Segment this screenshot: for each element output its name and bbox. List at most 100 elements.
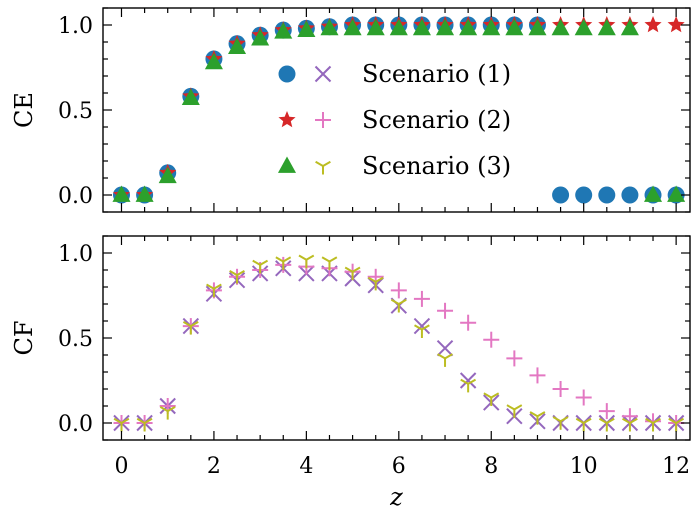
ce-point <box>436 18 455 36</box>
ce-point <box>251 29 270 46</box>
cf-point <box>321 256 338 270</box>
ce-point <box>228 37 247 54</box>
legend-marker <box>315 112 331 128</box>
ce-point <box>643 185 663 202</box>
cf-point <box>113 417 130 432</box>
cf-point <box>529 367 546 384</box>
cf-point <box>460 378 477 393</box>
cf-xtick-label: 0 <box>114 454 128 479</box>
legend-marker <box>278 111 296 128</box>
cf-xtick-label: 10 <box>570 454 598 479</box>
ce-data-points <box>112 16 686 204</box>
legend-entry: Scenario (3) <box>277 152 511 180</box>
ce-series-3 <box>112 18 686 202</box>
cf-point <box>414 324 430 338</box>
ce-ytick-label: 0.0 <box>58 184 93 209</box>
cf-point <box>552 381 569 397</box>
cf-point <box>136 417 153 432</box>
cf-panel: 0.0 0.5 1.0 0 2 4 6 8 10 12 CF z <box>10 235 691 511</box>
ce-point <box>135 185 154 202</box>
cf-xtick-label: 2 <box>207 454 221 479</box>
ce-point <box>551 18 570 36</box>
ce-point <box>621 186 639 204</box>
legend-entry: Scenario (1) <box>278 60 511 88</box>
ce-ylabel: CE <box>10 92 38 128</box>
cf-point <box>390 282 407 299</box>
ce-point <box>667 16 685 33</box>
cf-point <box>159 405 176 420</box>
cf-ylabel: CF <box>10 320 38 355</box>
ce-point <box>112 185 131 202</box>
ce-point <box>181 88 200 105</box>
cf-point <box>621 408 638 425</box>
cf-xlabel: z <box>389 483 403 511</box>
cf-point <box>552 416 569 430</box>
legend-marker <box>278 65 296 83</box>
cf-point <box>413 290 430 307</box>
legend-label: Scenario (3) <box>362 152 511 180</box>
cf-point <box>506 350 523 367</box>
cf-point <box>459 372 477 389</box>
cf-xtick-label: 6 <box>392 454 406 479</box>
ce-point <box>320 18 339 36</box>
cf-point <box>390 298 407 313</box>
legend: Scenario (1) Scenario (2) Scenario (3) <box>277 60 511 180</box>
ce-point <box>204 52 223 70</box>
cf-data-points <box>113 254 685 432</box>
ce-point <box>528 18 547 36</box>
cf-point <box>598 417 615 432</box>
cf-point <box>252 259 269 274</box>
cf-xtick-label: 12 <box>662 454 690 479</box>
cf-point <box>460 314 477 331</box>
ce-point <box>598 186 616 204</box>
legend-label: Scenario (2) <box>362 106 511 134</box>
cf-point <box>206 283 222 298</box>
legend-marker <box>315 160 331 175</box>
cf-point <box>598 403 615 420</box>
legend-marker <box>277 156 297 173</box>
legend-label: Scenario (1) <box>362 60 511 88</box>
ce-point <box>552 186 570 204</box>
cf-series-2 <box>113 256 685 431</box>
cf-point <box>622 417 638 432</box>
ce-point <box>644 16 662 33</box>
cf-point <box>645 417 661 432</box>
cf-point <box>367 276 384 291</box>
cf-point <box>529 411 546 425</box>
cf-point <box>437 302 454 319</box>
legend-marker <box>314 65 332 83</box>
ce-point <box>620 18 639 36</box>
cf-point <box>668 417 685 432</box>
ce-point <box>412 18 431 36</box>
cf-point <box>413 317 431 335</box>
cf-point <box>182 320 199 335</box>
cf-ytick-label: 1.0 <box>58 242 93 267</box>
ce-point <box>667 185 686 202</box>
ce-point <box>482 18 501 36</box>
cf-xtick-label: 8 <box>484 454 498 479</box>
cf-point <box>483 331 500 348</box>
ce-point <box>574 18 593 36</box>
cf-point <box>575 417 592 432</box>
ce-point <box>343 18 362 36</box>
ce-point <box>297 20 316 37</box>
ce-ticks <box>103 7 690 213</box>
cf-ytick-label: 0.5 <box>58 327 93 352</box>
ce-point <box>575 186 593 204</box>
ce-panel: 0.0 0.5 1.0 CE <box>10 7 691 213</box>
cf-point <box>275 256 292 270</box>
cf-ytick-label: 0.0 <box>58 412 93 437</box>
ce-point <box>389 18 408 36</box>
cf-point <box>229 269 245 284</box>
ce-ytick-label: 0.5 <box>58 99 93 124</box>
ce-point <box>158 166 177 184</box>
ce-point <box>274 22 293 39</box>
cf-series-3 <box>113 254 685 432</box>
ce-point <box>505 18 524 36</box>
legend-entry: Scenario (2) <box>278 106 511 134</box>
cf-axes-frame <box>102 235 691 441</box>
ce-point <box>366 18 385 36</box>
cf-point <box>437 353 453 367</box>
cf-xtick-label: 4 <box>299 454 313 479</box>
